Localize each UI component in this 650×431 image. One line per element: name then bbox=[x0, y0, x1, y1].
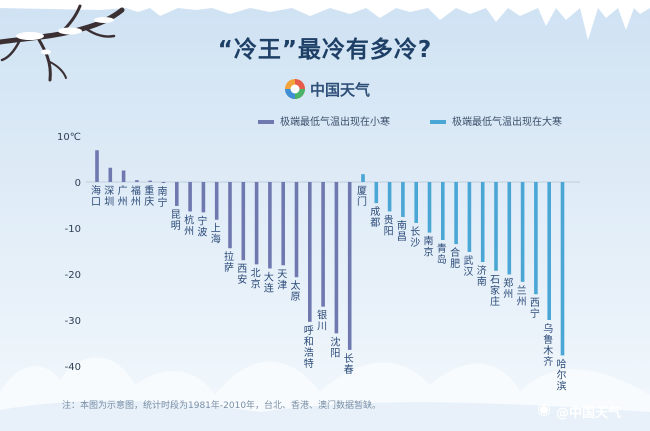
city-label: 太原 bbox=[291, 279, 301, 303]
city-label: 北京 bbox=[251, 267, 261, 290]
weather-logo-icon bbox=[285, 79, 305, 99]
city-label: 沈阳 bbox=[330, 335, 340, 359]
bar bbox=[334, 182, 339, 334]
bar bbox=[241, 182, 246, 261]
bar bbox=[387, 182, 392, 212]
bar bbox=[268, 182, 272, 269]
y-tick-label: 10℃ bbox=[57, 132, 81, 143]
bar bbox=[228, 182, 232, 249]
city-label: 成都 bbox=[370, 206, 380, 229]
bar bbox=[308, 182, 312, 322]
bar bbox=[161, 182, 166, 183]
bar bbox=[148, 180, 152, 182]
y-tick-label: -20 bbox=[65, 270, 81, 281]
bar bbox=[347, 182, 352, 350]
city-label: 厦门 bbox=[357, 185, 367, 208]
city-label: 青岛 bbox=[437, 242, 447, 266]
bar bbox=[294, 182, 299, 278]
weibo-handle: @中国天气 bbox=[556, 406, 622, 421]
city-label: 深圳 bbox=[104, 185, 114, 208]
bar bbox=[547, 182, 551, 320]
city-label: 哈尔滨 bbox=[557, 357, 567, 392]
city-label: 贵阳 bbox=[384, 213, 394, 237]
city-label: 重庆 bbox=[144, 184, 154, 208]
city-label: 西宁 bbox=[530, 298, 540, 320]
city-label: 杭州 bbox=[184, 213, 194, 237]
bar bbox=[121, 170, 126, 182]
city-label: 兰州 bbox=[517, 284, 527, 308]
city-label: 石家庄 bbox=[490, 275, 500, 308]
city-label: 大连 bbox=[264, 270, 274, 294]
weibo-icon: ◉ bbox=[537, 399, 551, 418]
city-label: 武汉 bbox=[463, 254, 473, 278]
city-label: 济南 bbox=[477, 264, 487, 288]
city-label: 昆明 bbox=[171, 209, 181, 232]
legend-swatch-dahan bbox=[430, 120, 446, 124]
legend-dahan: 极端最低气温出现在大寒 bbox=[430, 113, 562, 128]
bar bbox=[454, 182, 458, 245]
legend-xiaohan: 极端最低气温出现在小寒 bbox=[258, 113, 390, 128]
y-tick-label: -40 bbox=[65, 362, 81, 373]
bar bbox=[507, 182, 512, 275]
bar bbox=[321, 182, 325, 307]
city-label: 南宁 bbox=[158, 185, 168, 209]
y-tick-label: -10 bbox=[65, 224, 81, 235]
bar bbox=[480, 182, 485, 263]
bar bbox=[534, 182, 538, 295]
bar bbox=[214, 182, 219, 220]
city-label: 海口 bbox=[91, 184, 101, 208]
city-label: 宁波 bbox=[197, 214, 207, 238]
icicles-decoration bbox=[0, 0, 650, 40]
bar bbox=[108, 167, 113, 182]
legend-label-dahan: 极端最低气温出现在大寒 bbox=[452, 117, 562, 128]
city-label: 南京 bbox=[424, 235, 434, 259]
bar bbox=[175, 182, 179, 206]
bar bbox=[427, 182, 432, 233]
bar bbox=[401, 182, 405, 217]
brand-name: 中国天气 bbox=[310, 81, 371, 99]
bar bbox=[188, 182, 192, 212]
bar bbox=[281, 182, 285, 266]
city-label: 福州 bbox=[131, 184, 141, 208]
city-label: 拉萨 bbox=[224, 250, 234, 274]
bar bbox=[254, 182, 259, 265]
city-label: 天津 bbox=[277, 269, 287, 291]
snow-on-branch bbox=[16, 17, 114, 55]
city-label: 南昌 bbox=[397, 219, 407, 243]
bar bbox=[441, 182, 445, 240]
bar bbox=[467, 182, 472, 252]
bar bbox=[95, 150, 99, 182]
city-label: 长春 bbox=[344, 353, 354, 376]
city-label: 郑州 bbox=[503, 276, 513, 300]
bar bbox=[135, 180, 139, 182]
bar bbox=[560, 182, 565, 356]
bar bbox=[494, 182, 498, 271]
legend-swatch-xiaohan bbox=[258, 120, 274, 124]
bar bbox=[520, 182, 525, 282]
city-label: 广州 bbox=[118, 185, 128, 208]
legend-label-xiaohan: 极端最低气温出现在小寒 bbox=[280, 117, 390, 128]
city-label: 西安 bbox=[237, 264, 247, 286]
city-label: 合肥 bbox=[450, 246, 460, 270]
city-label: 银川 bbox=[317, 309, 327, 333]
city-label: 长沙 bbox=[410, 226, 420, 249]
city-label: 呼和浩特 bbox=[304, 325, 314, 370]
chart-title: “冷王”最冷有多冷? bbox=[217, 37, 433, 63]
y-tick-label: 0 bbox=[75, 178, 81, 189]
y-tick-label: -30 bbox=[65, 316, 81, 327]
city-label: 上海 bbox=[211, 223, 221, 246]
bar bbox=[414, 182, 418, 223]
bar bbox=[201, 182, 206, 213]
footnote: 注：本图为示意图，统计时段为1981年-2010年，台北、香港、澳门数据暂缺。 bbox=[62, 401, 382, 411]
bar bbox=[374, 182, 379, 204]
bar bbox=[361, 174, 365, 182]
city-label: 乌鲁木齐 bbox=[543, 322, 553, 368]
